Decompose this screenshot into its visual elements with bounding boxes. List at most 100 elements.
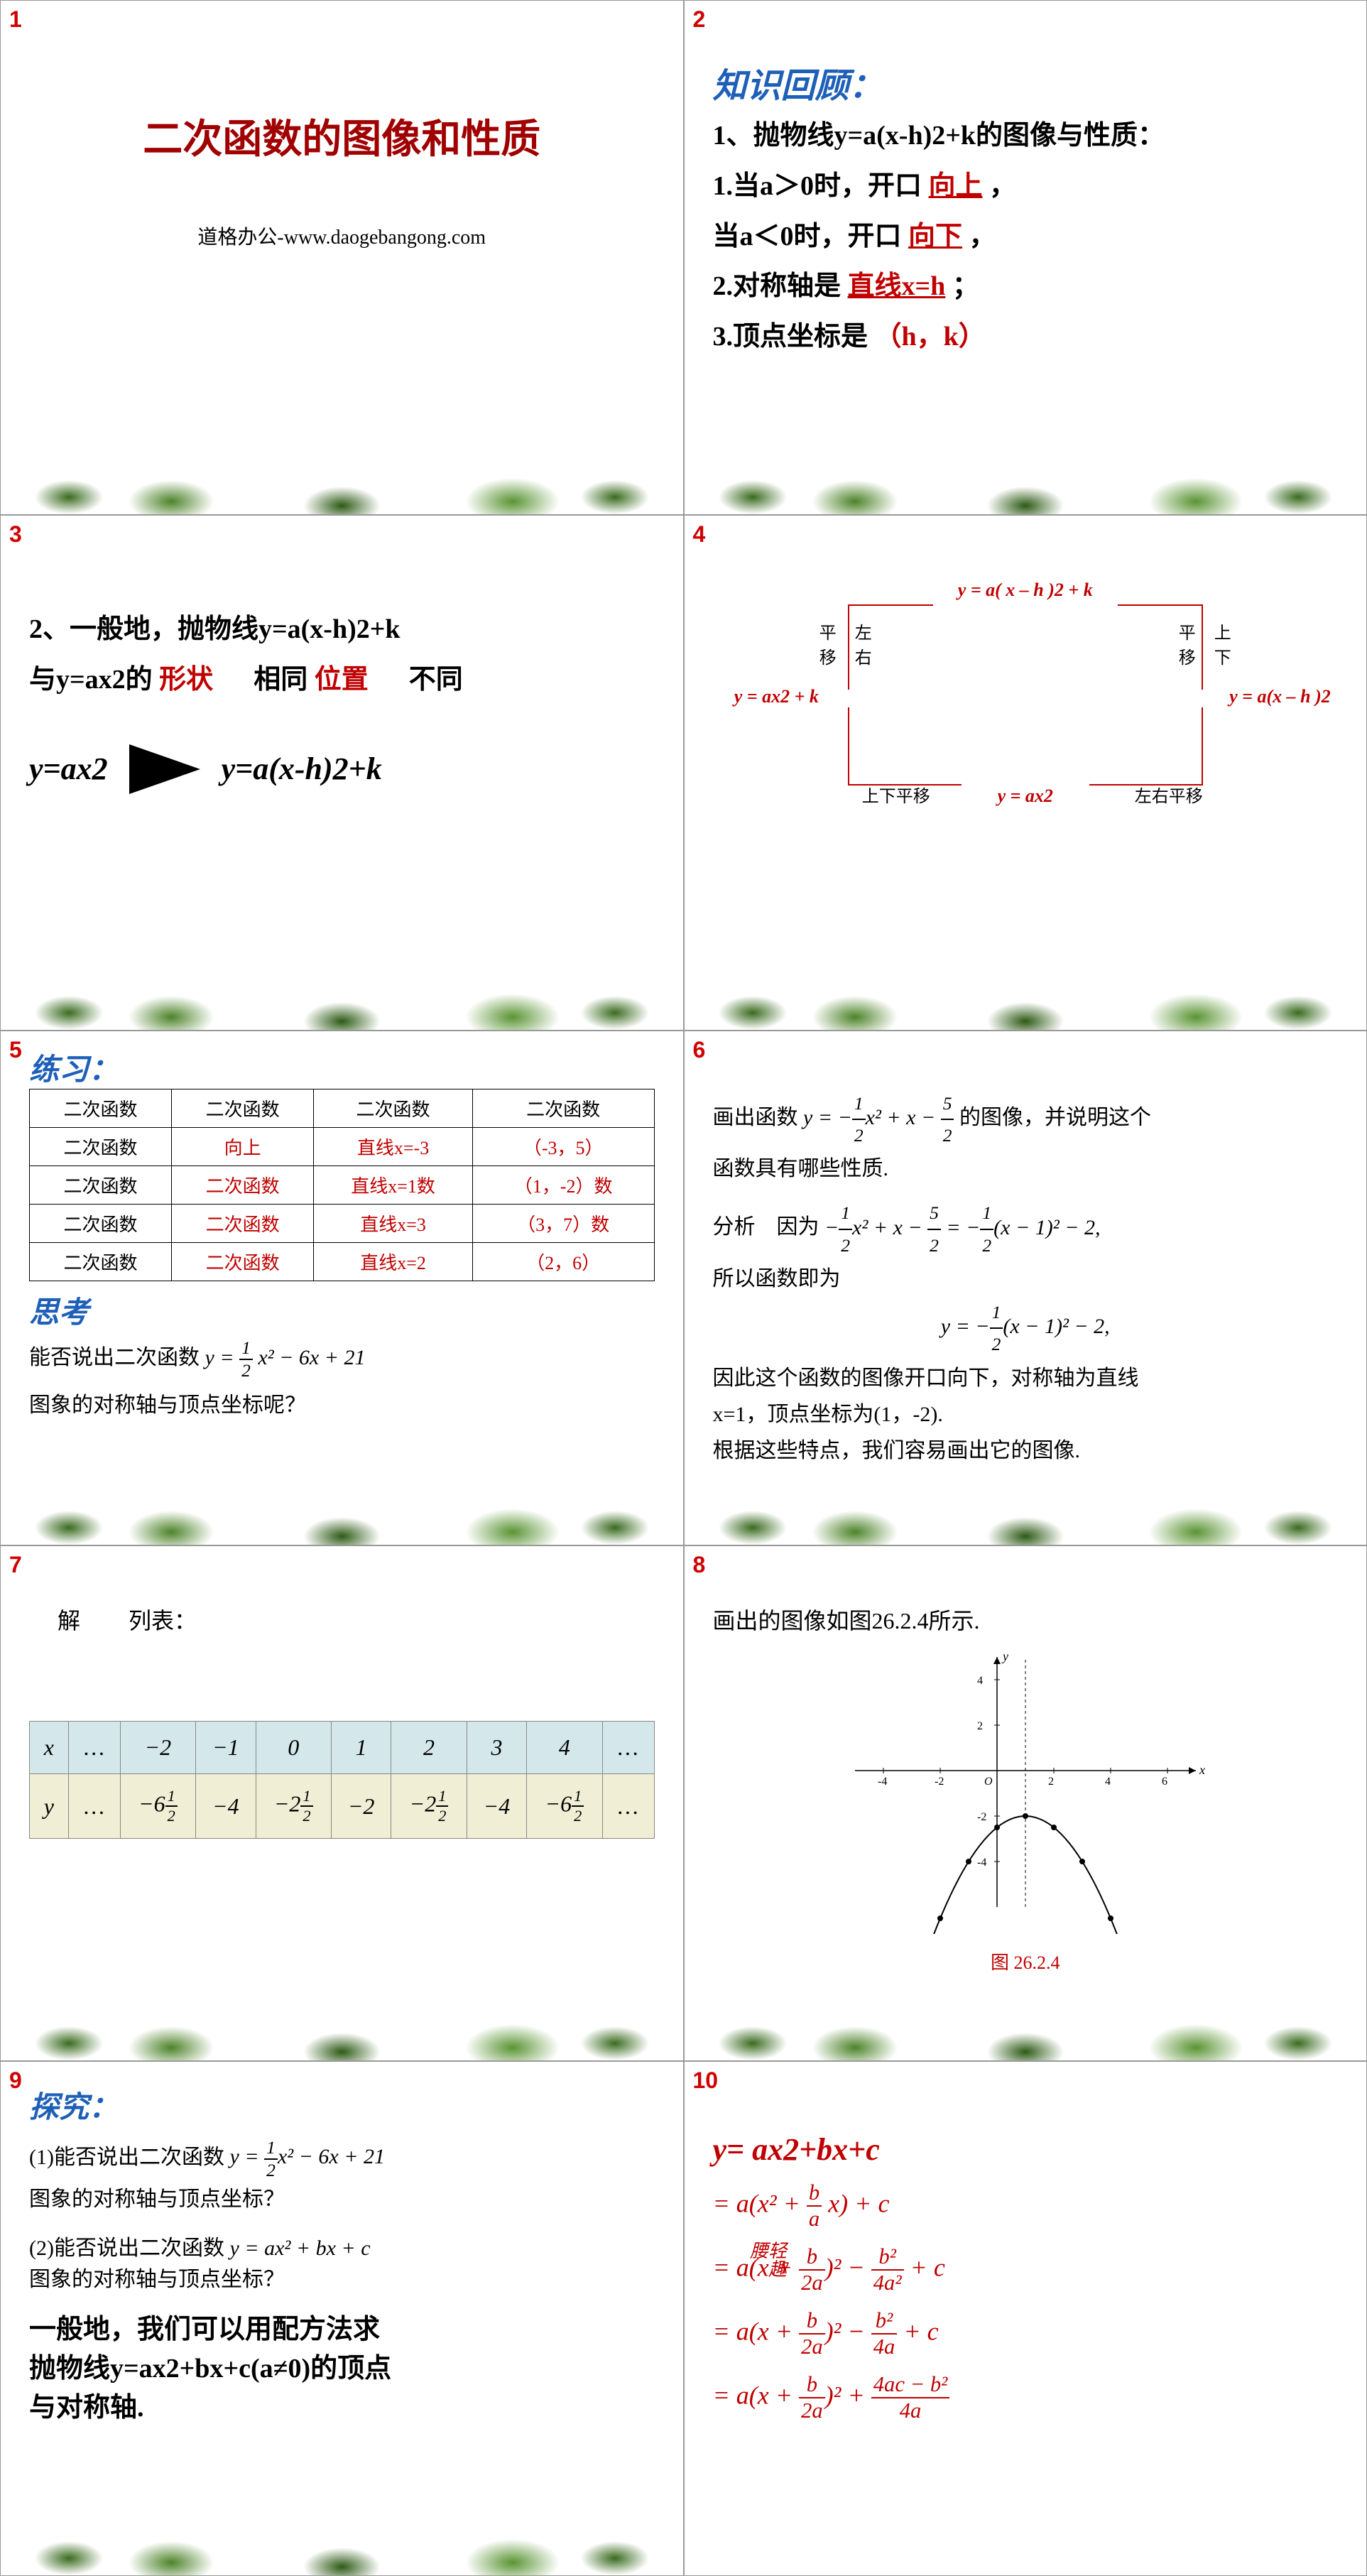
svg-text:4: 4 bbox=[977, 1675, 983, 1687]
x-cell: … bbox=[602, 1722, 654, 1774]
q1b: 图象的对称轴与顶点坐标？ bbox=[29, 2181, 655, 2212]
table-cell: 直线x=-3 bbox=[314, 1127, 473, 1165]
diag-right: y = a(x – h )2 bbox=[1229, 686, 1331, 707]
table-cell: 直线x=3 bbox=[314, 1204, 473, 1242]
heading-practice: 练习： bbox=[29, 1045, 655, 1089]
x-cell: −1 bbox=[196, 1722, 256, 1774]
svg-text:2: 2 bbox=[1048, 1776, 1054, 1788]
table-cell: 二次函数 bbox=[172, 1242, 314, 1281]
leaves-decoration bbox=[685, 1460, 1367, 1545]
q2b: 图象的对称轴与顶点坐标？ bbox=[29, 2261, 655, 2293]
label-table: 列表： bbox=[129, 1608, 197, 1634]
table-cell: 二次函数 bbox=[172, 1165, 314, 1204]
x-cell: 0 bbox=[256, 1722, 331, 1774]
y-cell: −4 bbox=[467, 1774, 527, 1839]
x-cell: … bbox=[68, 1722, 120, 1774]
y-cell: −212 bbox=[391, 1774, 467, 1839]
analysis: 分析 因为 −12x² + x − 52 = −12(x − 1)² − 2, bbox=[713, 1197, 1339, 1261]
svg-text:y: y bbox=[1001, 1650, 1008, 1663]
table-cell: 二次函数 bbox=[30, 1127, 172, 1165]
table-cell: 直线x=1数 bbox=[314, 1165, 473, 1204]
x-cell: 4 bbox=[527, 1722, 602, 1774]
label-br: 左右平移 bbox=[1135, 782, 1203, 807]
q2: (2)能否说出二次函数 y = ax² + bx + c bbox=[29, 2230, 655, 2261]
q1: (1)能否说出二次函数 y = 12x² − 6x + 21 bbox=[29, 2137, 655, 2181]
slide-7: 7 解 列表： x…−2−101234… y…−612−4−212−2−212−… bbox=[0, 1545, 684, 2060]
slide-number: 2 bbox=[693, 6, 706, 33]
y-cell: −4 bbox=[196, 1774, 256, 1839]
slides-grid: 1 二次函数的图像和性质 道格办公-www.daogebangong.com 2… bbox=[0, 0, 1367, 2576]
formula-title: y= ax2+bx+c bbox=[713, 2131, 1339, 2168]
svg-text:6: 6 bbox=[1162, 1776, 1167, 1788]
table-cell: 二次函数 bbox=[172, 1204, 314, 1242]
table-cell: （3，7）数 bbox=[472, 1204, 654, 1242]
x-cell: x bbox=[30, 1722, 69, 1774]
svg-text:O: O bbox=[984, 1776, 993, 1788]
slide-4: 4 y = a( x – h )2 + k y = ax2 + k y = a(… bbox=[684, 515, 1367, 1030]
svg-text:2: 2 bbox=[977, 1720, 983, 1732]
transform-row: y=ax2 y=a(x-h)2+k bbox=[29, 744, 655, 794]
slide-6: 6 画出函数 y = −12x² + x − 52 的图像，并说明这个 函数具有… bbox=[684, 1031, 1367, 1545]
heading: 知识回顾： bbox=[713, 58, 1339, 107]
slide-8: 8 画出的图像如图26.2.4所示. xyO-4-2246-4-224 图 26… bbox=[684, 1545, 1367, 2060]
property-intro: 1、抛物线y=a(x-h)2+k的图像与性质： bbox=[713, 114, 1339, 158]
table-cell: （1，-2）数 bbox=[472, 1165, 654, 1204]
slide-number: 9 bbox=[9, 2067, 22, 2094]
leaves-decoration bbox=[685, 1975, 1367, 2060]
step-3: = a(x + b2a)² − b²4a + c bbox=[713, 2308, 1339, 2359]
line-5: x=1，顶点坐标为(1，-2). bbox=[713, 1396, 1339, 1433]
line-1b: 与y=ax2的 形状 相同 位置 不同 bbox=[29, 658, 655, 702]
table-cell: 二次函数 bbox=[30, 1165, 172, 1204]
slide-1: 1 二次函数的图像和性质 道格办公-www.daogebangong.com bbox=[0, 0, 684, 515]
slide-number: 5 bbox=[9, 1037, 22, 1063]
label-tr: 平移 bbox=[1179, 619, 1196, 668]
line-1a: 2、一般地，抛物线y=a(x-h)2+k bbox=[29, 608, 655, 651]
svg-text:-4: -4 bbox=[977, 1857, 986, 1869]
arrow-icon bbox=[129, 744, 200, 794]
answer-down: 向下 bbox=[908, 222, 962, 251]
table-cell: 二次函数 bbox=[30, 1242, 172, 1281]
label-tl: 平移 bbox=[819, 619, 837, 668]
x-cell: −2 bbox=[120, 1722, 195, 1774]
translation-diagram: y = a( x – h )2 + k y = ax2 + k y = a(x … bbox=[777, 580, 1274, 807]
x-cell: 2 bbox=[391, 1722, 467, 1774]
overlay-text: 轻趣腰 bbox=[748, 2241, 785, 2295]
slide-3: 3 2、一般地，抛物线y=a(x-h)2+k 与y=ax2的 形状 相同 位置 … bbox=[0, 515, 684, 1030]
question-2: 图象的对称轴与顶点坐标呢？ bbox=[29, 1387, 655, 1418]
answer-up: 向上 bbox=[929, 171, 983, 201]
leaves-decoration bbox=[685, 945, 1367, 1030]
slide-number: 1 bbox=[9, 6, 22, 33]
conclusion-1: 一般地，我们可以用配方法求 bbox=[29, 2307, 655, 2346]
slide-number: 10 bbox=[693, 2067, 719, 2094]
diag-bottom: y = ax2 bbox=[998, 786, 1053, 807]
question-1: 能否说出二次函数 y = 12 x² − 6x + 21 bbox=[29, 1337, 655, 1381]
line-4: 因此这个函数的图像开口向下，对称轴为直线 bbox=[713, 1360, 1339, 1396]
leaves-decoration bbox=[1, 1460, 683, 1545]
line-3: 所以函数即为 bbox=[713, 1261, 1339, 1297]
step-4: = a(x + b2a)² + 4ac − b²4a bbox=[713, 2372, 1339, 2423]
table-cell: （2，6） bbox=[472, 1242, 654, 1281]
leaves-decoration bbox=[1, 945, 683, 1030]
line-6: 根据这些特点，我们容易画出它的图像. bbox=[713, 1433, 1339, 1469]
table-header: 二次函数 bbox=[172, 1089, 314, 1127]
svg-text:-2: -2 bbox=[935, 1776, 944, 1788]
y-cell: … bbox=[602, 1774, 654, 1839]
label-solve: 解 bbox=[58, 1608, 80, 1634]
y-cell: −612 bbox=[120, 1774, 195, 1839]
y-cell: y bbox=[30, 1774, 69, 1839]
svg-text:-2: -2 bbox=[977, 1811, 986, 1823]
slide-number: 4 bbox=[693, 521, 706, 548]
y-cell: … bbox=[68, 1774, 120, 1839]
property-2: 2.对称轴是 直线x=h ； bbox=[713, 265, 1339, 308]
table-header: 二次函数 bbox=[314, 1089, 473, 1127]
answer-axis: 直线x=h bbox=[848, 271, 946, 301]
step-1: = a(x² + ba x) + c bbox=[713, 2180, 1339, 2232]
conclusion-3: 与对称轴. bbox=[29, 2385, 655, 2424]
formula-right: y=a(x-h)2+k bbox=[222, 751, 382, 787]
leaves-decoration bbox=[685, 429, 1367, 514]
main-title: 二次函数的图像和性质 bbox=[29, 107, 655, 165]
table-cell: 直线x=2 bbox=[314, 1242, 473, 1281]
slide-2: 2 知识回顾： 1、抛物线y=a(x-h)2+k的图像与性质： 1.当a＞0时，… bbox=[684, 0, 1367, 515]
diag-left: y = ax2 + k bbox=[734, 686, 819, 707]
line-1c: 函数具有哪些性质. bbox=[713, 1151, 1339, 1187]
